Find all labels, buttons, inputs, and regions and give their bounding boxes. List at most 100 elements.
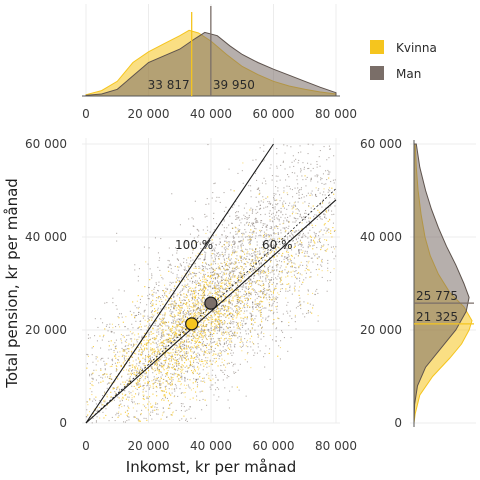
scatter-point	[213, 183, 215, 185]
scatter-point	[272, 296, 274, 298]
scatter-point	[207, 316, 209, 318]
scatter-point	[177, 374, 179, 376]
scatter-point	[168, 337, 170, 339]
scatter-point	[97, 409, 99, 411]
scatter-point	[277, 228, 279, 230]
scatter-point	[227, 246, 229, 248]
scatter-point	[161, 374, 163, 376]
scatter-point	[224, 270, 226, 272]
scatter-point	[136, 373, 138, 375]
scatter-point	[201, 319, 203, 321]
scatter-point	[224, 369, 226, 371]
scatter-point	[301, 283, 303, 285]
scatter-point	[189, 365, 191, 367]
scatter-point	[161, 414, 163, 416]
scatter-point	[276, 212, 278, 214]
scatter-point	[166, 380, 168, 382]
scatter-point	[272, 291, 274, 293]
scatter-point	[187, 306, 189, 308]
scatter-point	[161, 337, 163, 339]
scatter-point	[314, 242, 316, 244]
scatter-point	[226, 333, 228, 335]
scatter-point	[189, 308, 191, 310]
scatter-point	[244, 216, 246, 218]
scatter-point	[227, 327, 229, 329]
scatter-point	[221, 296, 223, 298]
scatter-point	[91, 347, 93, 349]
scatter-point	[243, 268, 245, 270]
scatter-point	[170, 373, 172, 375]
scatter-point	[201, 253, 203, 255]
scatter-point	[104, 401, 106, 403]
scatter-point	[202, 306, 204, 308]
scatter-point	[106, 387, 108, 389]
scatter-point	[170, 402, 172, 404]
scatter-point	[229, 232, 231, 234]
scatter-point	[87, 414, 89, 416]
scatter-point	[189, 332, 191, 334]
scatter-point	[248, 223, 250, 225]
scatter-point	[156, 297, 158, 299]
scatter-point	[310, 207, 312, 209]
scatter-point	[255, 209, 257, 211]
scatter-point	[196, 355, 198, 357]
scatter-point	[162, 340, 164, 342]
scatter-point	[215, 360, 217, 362]
scatter-point	[128, 416, 130, 418]
scatter-point	[270, 226, 272, 228]
scatter-point	[137, 371, 139, 373]
scatter-point	[125, 345, 127, 347]
scatter-point	[172, 293, 174, 295]
scatter-point	[269, 348, 271, 350]
scatter-point	[178, 374, 180, 376]
scatter-point	[207, 144, 209, 146]
scatter-point	[202, 332, 204, 334]
scatter-point	[228, 265, 230, 267]
scatter-point	[191, 217, 193, 219]
scatter-point	[221, 361, 223, 363]
scatter-point	[225, 342, 227, 344]
scatter-point	[170, 376, 172, 378]
scatter-point	[123, 369, 125, 371]
scatter-point	[106, 396, 108, 398]
scatter-point	[241, 268, 243, 270]
scatter-point	[301, 274, 303, 276]
scatter-point	[160, 384, 162, 386]
scatter-point	[164, 356, 166, 358]
scatter-point	[268, 212, 270, 214]
scatter-point	[218, 310, 220, 312]
scatter-point	[219, 265, 221, 267]
scatter-point	[188, 286, 190, 288]
scatter-point	[317, 241, 319, 243]
scatter-point	[180, 368, 182, 370]
scatter-point	[190, 417, 192, 419]
scatter-point	[178, 330, 180, 332]
scatter-point	[137, 384, 139, 386]
scatter-point	[158, 349, 160, 351]
scatter-point	[184, 314, 186, 316]
scatter-point	[299, 273, 301, 275]
scatter-point	[131, 347, 133, 349]
scatter-point	[117, 316, 119, 318]
scatter-point	[297, 234, 299, 236]
scatter-point	[284, 231, 286, 233]
scatter-point	[293, 202, 295, 204]
scatter-point	[224, 321, 226, 323]
scatter-point	[138, 369, 140, 371]
scatter-point	[283, 192, 285, 194]
scatter-point	[292, 211, 294, 213]
scatter-point	[147, 376, 149, 378]
scatter-point	[185, 418, 187, 420]
scatter-point	[110, 397, 112, 399]
scatter-point	[231, 349, 233, 351]
scatter-point	[267, 240, 269, 242]
scatter-point	[272, 298, 274, 300]
scatter-point	[311, 194, 313, 196]
scatter-point	[292, 240, 294, 242]
scatter-point	[176, 354, 178, 356]
scatter-point	[268, 315, 270, 317]
scatter-point	[130, 374, 132, 376]
scatter-point	[201, 350, 203, 352]
scatter-point	[153, 376, 155, 378]
scatter-point	[329, 218, 331, 220]
